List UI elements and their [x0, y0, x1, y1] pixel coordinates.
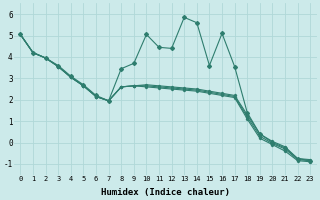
X-axis label: Humidex (Indice chaleur): Humidex (Indice chaleur): [101, 188, 230, 197]
